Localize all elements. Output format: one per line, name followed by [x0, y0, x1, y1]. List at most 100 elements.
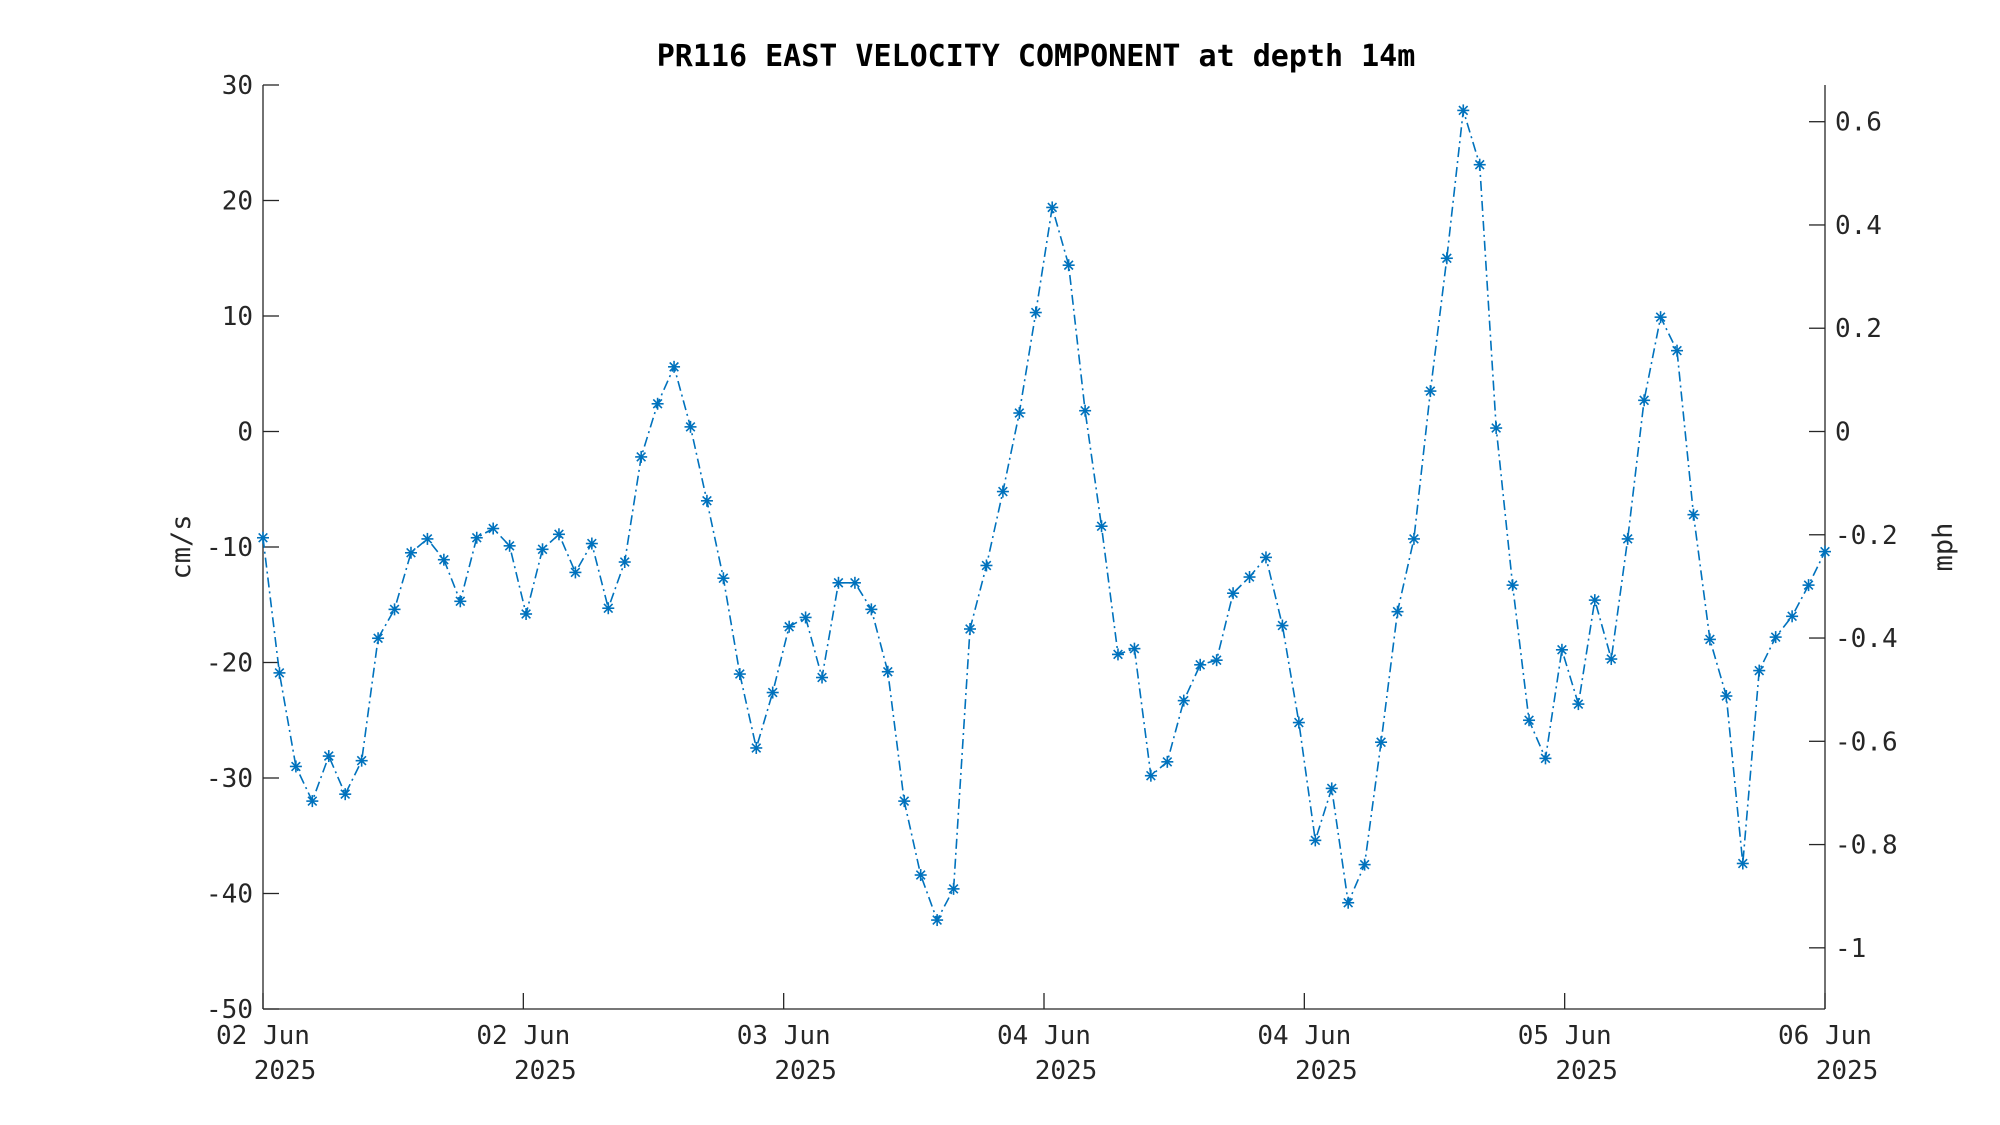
data-point [1325, 782, 1338, 795]
y-tick-label-right: -0.2 [1835, 521, 1898, 551]
y-tick-label-right: 0 [1835, 418, 1851, 448]
data-point [668, 360, 681, 373]
data-point [1588, 594, 1601, 607]
y-tick-label-right: 0.6 [1835, 108, 1882, 138]
data-point [1720, 689, 1733, 702]
data-point [404, 546, 417, 559]
data-point [437, 553, 450, 566]
data-point [881, 665, 894, 678]
x-tick-label-year: 2025 [1035, 1056, 1098, 1086]
data-point [503, 539, 516, 552]
y-tick-label-left: -40 [206, 880, 253, 910]
data-point [1753, 664, 1766, 677]
data-point [1079, 404, 1092, 417]
data-point [1013, 407, 1026, 420]
data-point [1259, 551, 1272, 564]
data-point [585, 537, 598, 550]
data-point [552, 528, 565, 541]
data-point [1095, 520, 1108, 533]
data-point [388, 603, 401, 616]
x-tick-label-year: 2025 [774, 1056, 837, 1086]
data-point [684, 420, 697, 433]
y-tick-label-right: 0.4 [1835, 211, 1882, 241]
data-point [1407, 532, 1420, 545]
data-point [1227, 587, 1240, 600]
data-point [1523, 714, 1536, 727]
data-point [289, 760, 302, 773]
data-point [536, 543, 549, 556]
data-point [832, 576, 845, 589]
y-tick-label-right: -0.8 [1835, 831, 1898, 861]
data-point [520, 607, 533, 620]
x-tick-label-day: 02 Jun [476, 1021, 570, 1051]
y-axis-label-left: cm/s [166, 514, 197, 579]
data-point [750, 741, 763, 754]
x-tick-label-day: 06 Jun [1778, 1021, 1872, 1051]
data-point [1671, 344, 1684, 357]
data-point [848, 576, 861, 589]
y-tick-label-right: -0.6 [1835, 727, 1898, 757]
data-point [372, 632, 385, 645]
data-point [1703, 633, 1716, 646]
x-tick-label-day: 03 Jun [737, 1021, 831, 1051]
data-point [1621, 532, 1634, 545]
data-point [339, 788, 352, 801]
y-tick-label-right: -1 [1835, 934, 1866, 964]
y-axis-label-right: mph [1928, 523, 1959, 572]
data-point [1802, 579, 1815, 592]
data-point [1276, 619, 1289, 632]
data-point [1292, 716, 1305, 729]
data-point [1194, 658, 1207, 671]
data-point [1687, 508, 1700, 521]
data-point [783, 620, 796, 633]
data-point [898, 795, 911, 808]
data-point [980, 559, 993, 572]
x-tick-label-year: 2025 [1555, 1056, 1618, 1086]
data-point [618, 556, 631, 569]
data-point [1161, 755, 1174, 768]
y-tick-label-left: 30 [222, 71, 253, 101]
y-tick-label-left: 0 [237, 418, 253, 448]
series-line [262, 110, 1826, 923]
data-point [470, 531, 483, 544]
data-point [1358, 858, 1371, 871]
data-point [1177, 694, 1190, 707]
x-tick-label-year: 2025 [1295, 1056, 1358, 1086]
data-point [569, 566, 582, 579]
data-point [1210, 654, 1223, 667]
data-point [717, 572, 730, 585]
data-point [1605, 653, 1618, 666]
data-point [1506, 579, 1519, 592]
data-point [1539, 752, 1552, 765]
data-point [1342, 896, 1355, 909]
data-point [1736, 857, 1749, 870]
data-point [421, 532, 434, 545]
data-point [1490, 422, 1503, 435]
data-point [700, 494, 713, 507]
data-point [1473, 158, 1486, 171]
data-point [635, 450, 648, 463]
data-point [964, 623, 977, 636]
data-point [273, 666, 286, 679]
x-tick-label-day: 04 Jun [997, 1021, 1091, 1051]
data-point [1457, 104, 1470, 117]
y-tick-label-left: -30 [206, 764, 253, 794]
x-tick-label-day: 02 Jun [216, 1021, 310, 1051]
x-tick-label-year: 2025 [514, 1056, 577, 1086]
x-tick-label-day: 05 Jun [1518, 1021, 1612, 1051]
data-point [1819, 545, 1831, 558]
data-point [1769, 631, 1782, 644]
data-point [487, 522, 500, 535]
y-tick-label-left: -50 [206, 995, 253, 1025]
data-point [1786, 610, 1799, 623]
data-point [816, 671, 829, 684]
data-point [322, 750, 335, 763]
data-point [1654, 311, 1667, 324]
data-point [1128, 642, 1141, 655]
data-point [1572, 698, 1585, 711]
data-point [1046, 201, 1059, 214]
y-tick-label-left: -20 [206, 649, 253, 679]
data-point [1424, 385, 1437, 398]
data-point [1555, 643, 1568, 656]
